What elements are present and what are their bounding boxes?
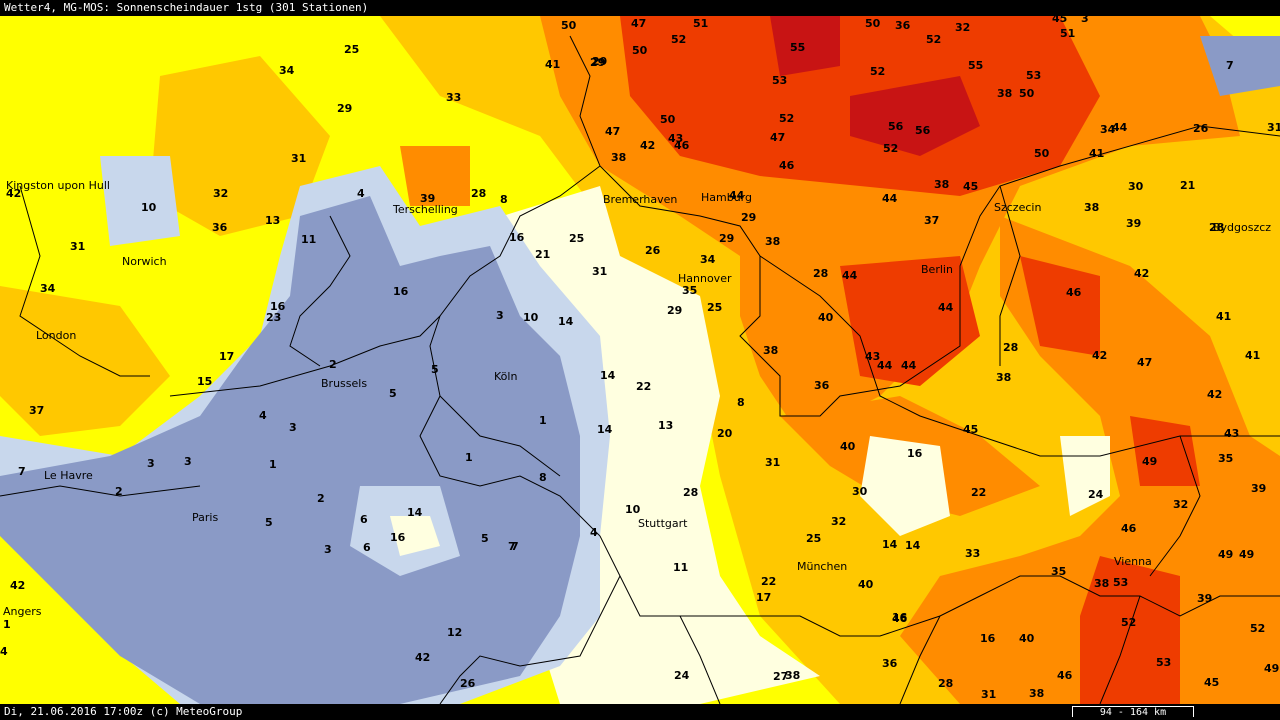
map-title: Wetter4, MG-MOS: Sonnenscheindauer 1stg …: [4, 1, 369, 14]
scale-label: 94 - 164 km: [1099, 707, 1167, 718]
field-max: [770, 16, 980, 156]
status-bar: Di, 21.06.2016 17:00z (c) MeteoGroup 94 …: [0, 704, 1280, 720]
country-borders: [0, 35, 1280, 704]
timestamp-label: Di, 21.06.2016 17:00z (c) MeteoGroup: [4, 705, 243, 718]
scale-bar: 94 - 164 km: [1072, 706, 1194, 718]
title-bar: Wetter4, MG-MOS: Sonnenscheindauer 1stg …: [0, 0, 1280, 16]
sunshine-map[interactable]: [0, 16, 1280, 704]
field-very-low: [0, 36, 1280, 704]
